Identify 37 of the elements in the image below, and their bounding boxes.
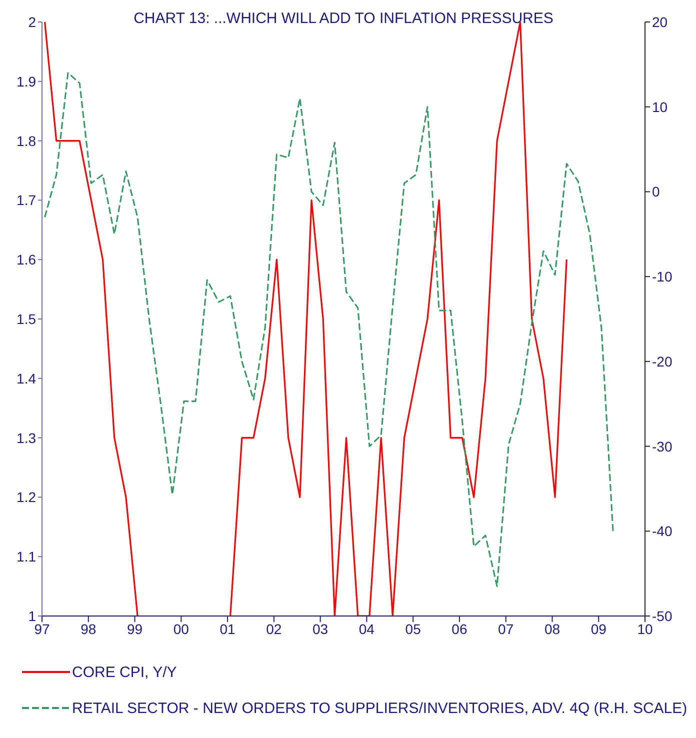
y-tick-label: 1.1 <box>16 548 36 565</box>
y-tick-label: 1.9 <box>16 73 36 90</box>
x-tick-label: 02 <box>266 620 282 637</box>
y2-tick-label: -40 <box>652 523 672 540</box>
x-tick-label: 99 <box>126 620 143 637</box>
x-tick-label: 09 <box>590 620 607 637</box>
y2-tick-label: -20 <box>652 353 672 370</box>
x-tick-label: 05 <box>405 620 422 637</box>
y-tick-label: 1.2 <box>16 489 36 506</box>
legend-label: RETAIL SECTOR - NEW ORDERS TO SUPPLIERS/INVENTORIES, ADV. 4Q (R.H. SCALE) <box>72 700 688 716</box>
x-tick-label: 10 <box>637 620 653 637</box>
x-tick-label: 08 <box>544 620 560 637</box>
y2-tick-label: 20 <box>652 14 668 30</box>
y2-tick-label: -30 <box>652 438 672 454</box>
y-tick-label: 1.7 <box>16 192 36 208</box>
y2-tick-label: 10 <box>652 98 668 115</box>
x-tick-label: 06 <box>452 620 468 637</box>
y2-tick-label: -50 <box>652 608 672 624</box>
y-tick-label: 1.5 <box>16 310 36 327</box>
x-tick-label: 98 <box>80 620 96 637</box>
y-tick-label: 1 <box>28 608 36 624</box>
x-tick-label: 07 <box>498 620 514 637</box>
chart-title: CHART 13: ...WHICH WILL ADD TO INFLATION PRESSURES <box>132 10 554 27</box>
y-tick-label: 1.8 <box>16 132 36 149</box>
y-tick-label: 2 <box>28 14 36 30</box>
y-tick-label: 1.3 <box>16 430 36 446</box>
x-tick-label: 04 <box>358 620 375 637</box>
x-tick-label: 03 <box>312 620 328 637</box>
line-series <box>44 72 614 588</box>
x-tick-label: 97 <box>34 620 50 637</box>
y-tick-label: 1.4 <box>16 370 36 386</box>
y2-tick-label: 0 <box>652 184 660 200</box>
legend-label: CORE CPI, Y/Y <box>72 664 177 680</box>
x-tick-label: 01 <box>220 620 236 637</box>
y-tick-label: 1.6 <box>16 252 36 268</box>
x-tick-label: 00 <box>173 620 190 637</box>
y2-tick-label: -10 <box>652 268 672 285</box>
